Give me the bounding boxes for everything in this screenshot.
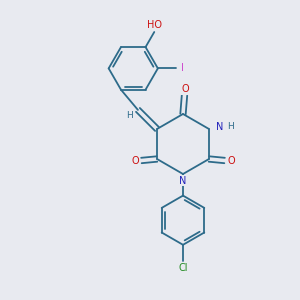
Text: O: O [182, 84, 190, 94]
Text: HO: HO [147, 20, 162, 30]
Text: N: N [216, 122, 223, 132]
Text: H: H [228, 122, 234, 131]
Text: Cl: Cl [178, 263, 188, 273]
Text: N: N [179, 176, 187, 185]
Text: O: O [131, 155, 139, 166]
Text: I: I [181, 63, 184, 74]
Text: H: H [126, 111, 133, 120]
Text: O: O [227, 155, 235, 166]
